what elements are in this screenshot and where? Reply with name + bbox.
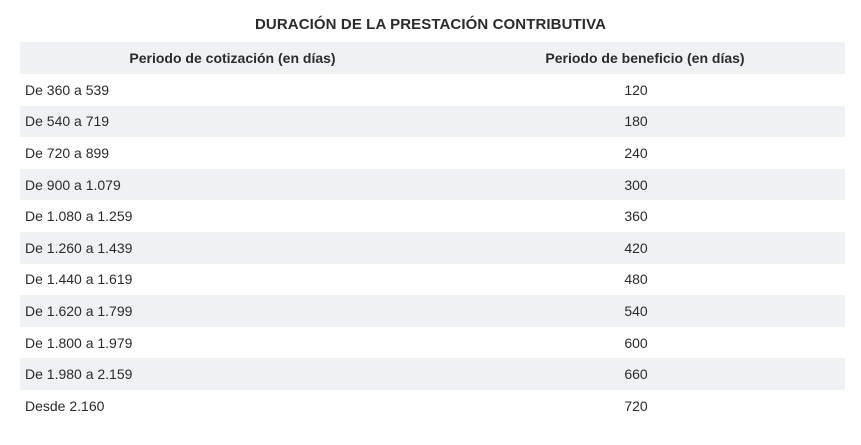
cell-benefit: 720 (624, 397, 648, 414)
table-body: De 360 a 539 120 De 540 a 719 180 De 720… (20, 74, 845, 422)
table-row: De 1.260 a 1.439 420 (20, 231, 845, 264)
table-row: De 1.980 a 2.159 660 (20, 358, 845, 390)
table-row: De 1.800 a 1.979 600 (20, 327, 845, 359)
header-benefit: Periodo de beneficio (en días) (445, 42, 845, 74)
cell-period: De 540 a 719 (20, 105, 445, 138)
benefit-duration-table: Periodo de cotización (en días) Periodo … (20, 42, 845, 422)
cell-period: De 720 a 899 (25, 144, 110, 161)
table-row: De 1.080 a 1.259 360 (20, 200, 845, 232)
table-title: DURACIÓN DE LA PRESTACIÓN CONTRIBUTIVA (254, 16, 607, 33)
cell-period: De 1.440 a 1.619 (25, 271, 133, 288)
cell-benefit: 180 (445, 105, 845, 138)
table-row: De 720 a 899 240 (20, 137, 845, 169)
table-row: De 1.620 a 1.799 540 (20, 295, 845, 327)
cell-benefit: 360 (624, 208, 648, 225)
cell-period: De 360 a 539 (25, 81, 110, 98)
table-header: Periodo de cotización (en días) Periodo … (20, 42, 845, 74)
cell-benefit: 540 (445, 295, 845, 327)
cell-period: De 1.080 a 1.259 (25, 208, 133, 225)
cell-period: De 1.800 a 1.979 (25, 334, 133, 351)
cell-benefit: 300 (445, 168, 845, 201)
header-row: Periodo de cotización (en días) Periodo … (20, 42, 845, 74)
cell-period: Desde 2.160 (25, 397, 105, 414)
cell-period: De 900 a 1.079 (20, 168, 445, 201)
cell-benefit: 660 (445, 358, 845, 390)
table-row: De 360 a 539 120 (20, 74, 845, 106)
cell-benefit: 420 (445, 231, 845, 264)
cell-benefit: 480 (624, 271, 648, 288)
cell-benefit: 120 (624, 81, 648, 98)
cell-period: De 1.980 a 2.159 (20, 358, 445, 390)
cell-benefit: 240 (624, 144, 648, 161)
table-row: De 900 a 1.079 300 (20, 168, 845, 201)
header-period: Periodo de cotización (en días) (20, 42, 445, 74)
table-row: Desde 2.160 720 (20, 390, 845, 422)
table-row: De 540 a 719 180 (20, 105, 845, 138)
cell-benefit: 600 (624, 334, 648, 351)
table-row: De 1.440 a 1.619 480 (20, 264, 845, 296)
cell-period: De 1.620 a 1.799 (20, 295, 445, 327)
cell-period: De 1.260 a 1.439 (20, 231, 445, 264)
